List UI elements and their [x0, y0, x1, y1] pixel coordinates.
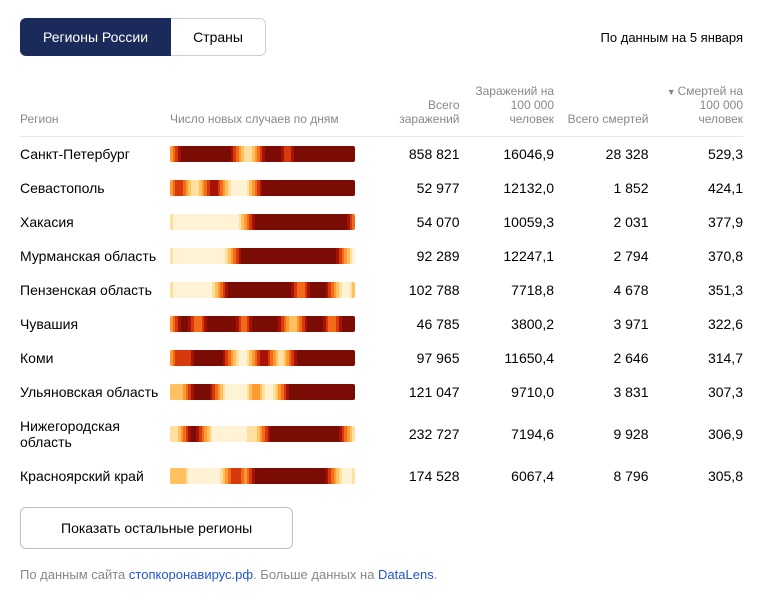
cell-deaths-per-100k: 529,3: [649, 146, 744, 162]
header-region[interactable]: Регион: [20, 112, 170, 126]
cell-total-deaths: 2 031: [554, 214, 649, 230]
footer-link-datalens[interactable]: DataLens: [378, 567, 434, 582]
cell-cases-per-100k: 9710,0: [460, 384, 555, 400]
cell-total-deaths: 8 796: [554, 468, 649, 484]
table-body: Санкт-Петербург 858 82116046,928 328529,3…: [20, 137, 743, 493]
cell-region: Чувашия: [20, 316, 170, 332]
cell-deaths-per-100k: 351,3: [649, 282, 744, 298]
sparkline: [170, 350, 355, 366]
cell-spark: [170, 214, 365, 230]
cell-deaths-per-100k: 370,8: [649, 248, 744, 264]
table-row: Хакасия 54 07010059,32 031377,9: [20, 205, 743, 239]
cell-total-cases: 232 727: [365, 426, 460, 442]
table-row: Севастополь 52 97712132,01 852424,1: [20, 171, 743, 205]
cell-total-deaths: 9 928: [554, 426, 649, 442]
table-row: Пензенская область 102 7887718,84 678351,…: [20, 273, 743, 307]
cell-total-deaths: 3 831: [554, 384, 649, 400]
cell-cases-per-100k: 10059,3: [460, 214, 555, 230]
cell-deaths-per-100k: 314,7: [649, 350, 744, 366]
cell-cases-per-100k: 7718,8: [460, 282, 555, 298]
cell-region: Красноярский край: [20, 468, 170, 484]
cell-total-cases: 46 785: [365, 316, 460, 332]
footer-attribution: По данным сайта стопкоронавирус.рф. Боль…: [20, 567, 743, 582]
cell-total-cases: 54 070: [365, 214, 460, 230]
sparkline: [170, 384, 355, 400]
header-total-deaths[interactable]: Всего смертей: [554, 112, 649, 126]
tab-countries[interactable]: Страны: [171, 18, 266, 56]
cell-region: Санкт-Петербург: [20, 146, 170, 162]
cell-total-cases: 92 289: [365, 248, 460, 264]
cell-region: Нижегородская область: [20, 418, 170, 450]
table-row: Коми 97 96511650,42 646314,7: [20, 341, 743, 375]
sparkline: [170, 468, 355, 484]
sparkline: [170, 316, 355, 332]
cell-spark: [170, 468, 365, 484]
sparkline: [170, 214, 355, 230]
show-more-button[interactable]: Показать остальные регионы: [20, 507, 293, 549]
tab-group: Регионы России Страны: [20, 18, 266, 56]
cell-total-cases: 52 977: [365, 180, 460, 196]
cell-deaths-per-100k: 306,9: [649, 426, 744, 442]
table-header: Регион Число новых случаев по дням Всего…: [20, 84, 743, 137]
cell-spark: [170, 426, 365, 442]
sparkline: [170, 180, 355, 196]
table-row: Красноярский край 174 5286067,48 796305,8: [20, 459, 743, 493]
header-total-cases[interactable]: Всего заражений: [365, 98, 460, 126]
cell-spark: [170, 282, 365, 298]
header-deaths-per-100k[interactable]: ▼Смертей на 100 000 человек: [649, 84, 744, 126]
cell-deaths-per-100k: 377,9: [649, 214, 744, 230]
cell-region: Коми: [20, 350, 170, 366]
cell-spark: [170, 350, 365, 366]
header-cases-per-100k[interactable]: Заражений на 100 000 человек: [460, 84, 555, 126]
table-row: Ульяновская область 121 0479710,03 831307…: [20, 375, 743, 409]
cell-spark: [170, 146, 365, 162]
table-row: Санкт-Петербург 858 82116046,928 328529,3: [20, 137, 743, 171]
cell-spark: [170, 316, 365, 332]
cell-total-cases: 102 788: [365, 282, 460, 298]
cell-cases-per-100k: 7194,6: [460, 426, 555, 442]
cell-region: Хакасия: [20, 214, 170, 230]
sparkline: [170, 282, 355, 298]
cell-total-deaths: 4 678: [554, 282, 649, 298]
cell-spark: [170, 384, 365, 400]
table-row: Нижегородская область 232 7277194,69 9283…: [20, 409, 743, 459]
cell-total-deaths: 3 971: [554, 316, 649, 332]
tab-regions[interactable]: Регионы России: [20, 18, 171, 56]
cell-total-cases: 97 965: [365, 350, 460, 366]
cell-total-deaths: 2 794: [554, 248, 649, 264]
cell-spark: [170, 248, 365, 264]
cell-region: Севастополь: [20, 180, 170, 196]
table-row: Мурманская область 92 28912247,12 794370,…: [20, 239, 743, 273]
cell-deaths-per-100k: 424,1: [649, 180, 744, 196]
cell-deaths-per-100k: 307,3: [649, 384, 744, 400]
cell-cases-per-100k: 12247,1: [460, 248, 555, 264]
cell-total-cases: 858 821: [365, 146, 460, 162]
cell-cases-per-100k: 3800,2: [460, 316, 555, 332]
cell-cases-per-100k: 12132,0: [460, 180, 555, 196]
sort-desc-icon: ▼: [667, 87, 676, 97]
cell-region: Мурманская область: [20, 248, 170, 264]
cell-total-cases: 121 047: [365, 384, 460, 400]
cell-total-deaths: 28 328: [554, 146, 649, 162]
cell-cases-per-100k: 11650,4: [460, 350, 555, 366]
cell-total-deaths: 1 852: [554, 180, 649, 196]
cell-cases-per-100k: 6067,4: [460, 468, 555, 484]
date-info: По данным на 5 января: [601, 30, 743, 45]
header-spark: Число новых случаев по дням: [170, 112, 365, 126]
cell-total-cases: 174 528: [365, 468, 460, 484]
cell-cases-per-100k: 16046,9: [460, 146, 555, 162]
sparkline: [170, 248, 355, 264]
cell-deaths-per-100k: 305,8: [649, 468, 744, 484]
cell-region: Пензенская область: [20, 282, 170, 298]
sparkline: [170, 146, 355, 162]
table-row: Чувашия 46 7853800,23 971322,6: [20, 307, 743, 341]
sparkline: [170, 426, 355, 442]
footer-link-source[interactable]: стопкоронавирус.рф: [129, 567, 253, 582]
cell-deaths-per-100k: 322,6: [649, 316, 744, 332]
cell-total-deaths: 2 646: [554, 350, 649, 366]
cell-spark: [170, 180, 365, 196]
cell-region: Ульяновская область: [20, 384, 170, 400]
